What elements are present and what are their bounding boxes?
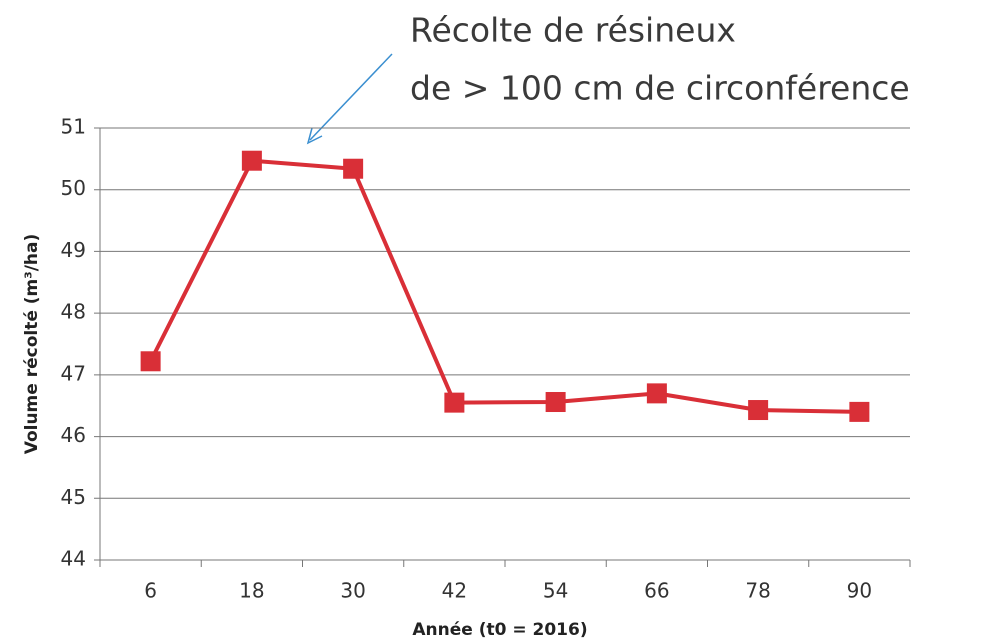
x-tick-label: 6 [144, 579, 157, 603]
annotation: Récolte de résineux [410, 11, 736, 50]
marker [140, 351, 161, 372]
y-tick-label: 51 [61, 115, 86, 139]
x-tick-label: 66 [644, 579, 669, 603]
x-tick-label: 54 [543, 579, 568, 603]
y-tick-label: 50 [61, 176, 86, 200]
y-tick-label: 48 [61, 300, 86, 324]
y-tick-label: 44 [61, 547, 86, 571]
marker [646, 383, 667, 404]
marker [849, 401, 870, 422]
marker [343, 158, 364, 179]
annotation-arrow [309, 53, 393, 141]
marker [748, 400, 769, 421]
y-tick-label: 46 [61, 423, 86, 447]
x-tick-label: 30 [340, 579, 365, 603]
series-line [148, 158, 860, 414]
marker [545, 392, 566, 413]
x-tick-label: 78 [745, 579, 770, 603]
annotation: de > 100 cm de circonférence [410, 69, 910, 108]
x-tick-label: 90 [847, 579, 872, 603]
x-tick-label: 18 [239, 579, 264, 603]
marker [241, 150, 262, 171]
x-axis-label: Année (t0 = 2016) [412, 620, 587, 640]
x-tick-label: 42 [442, 579, 467, 603]
marker [444, 392, 465, 413]
annotation-arrowhead [306, 127, 323, 145]
y-tick-label: 47 [61, 361, 86, 385]
y-axis-label: Volume récolté (m³/ha) [22, 234, 42, 455]
y-tick-label: 49 [61, 238, 86, 262]
y-tick-label: 45 [61, 485, 86, 509]
